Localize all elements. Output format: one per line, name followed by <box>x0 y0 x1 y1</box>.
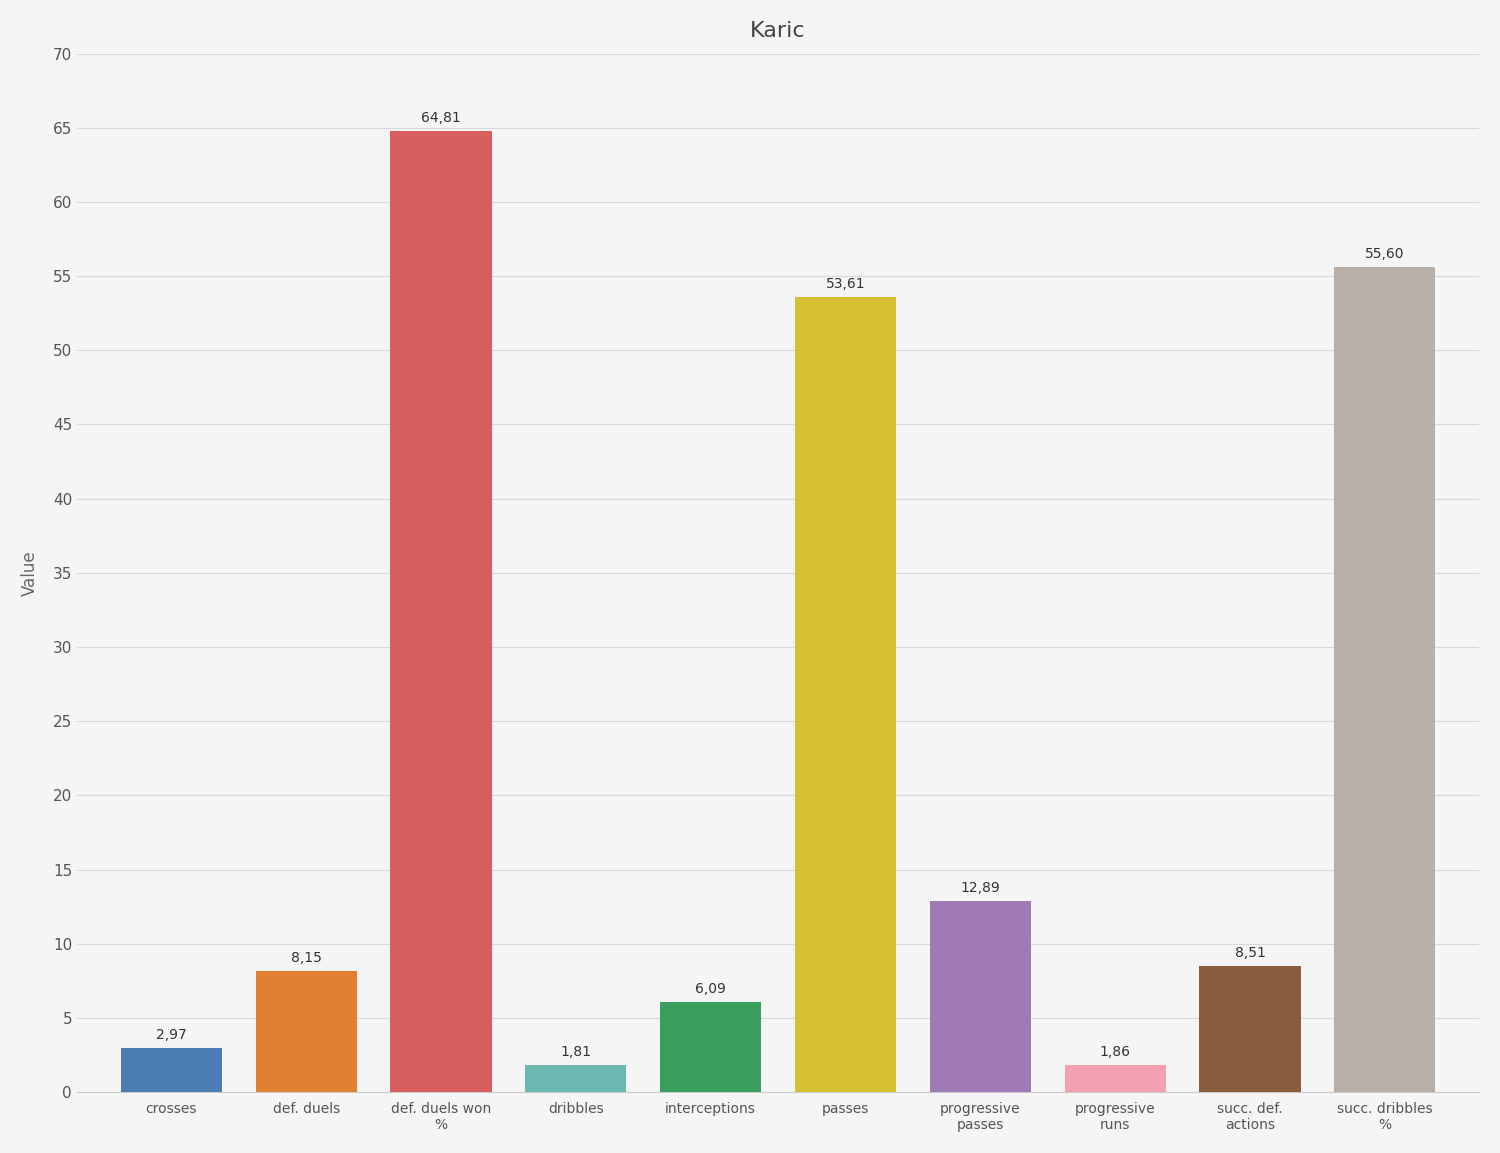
Bar <box>1065 1064 1166 1092</box>
Bar <box>255 971 357 1092</box>
Title: Karic: Karic <box>750 21 806 40</box>
Bar <box>660 1002 760 1092</box>
Bar <box>390 130 492 1092</box>
Text: 12,89: 12,89 <box>960 881 1000 895</box>
Bar <box>1200 966 1300 1092</box>
Text: 55,60: 55,60 <box>1365 247 1404 262</box>
Text: 8,15: 8,15 <box>291 951 321 965</box>
Text: 1,81: 1,81 <box>561 1046 591 1060</box>
Text: 1,86: 1,86 <box>1100 1045 1131 1058</box>
Bar <box>795 296 895 1092</box>
Bar <box>525 1065 627 1092</box>
Text: 6,09: 6,09 <box>694 982 726 996</box>
Y-axis label: Value: Value <box>21 550 39 596</box>
Text: 2,97: 2,97 <box>156 1028 186 1042</box>
Text: 64,81: 64,81 <box>422 111 460 125</box>
Text: 53,61: 53,61 <box>825 277 866 291</box>
Bar <box>122 1048 222 1092</box>
Bar <box>1334 267 1436 1092</box>
Bar <box>930 900 1030 1092</box>
Text: 8,51: 8,51 <box>1234 945 1266 960</box>
